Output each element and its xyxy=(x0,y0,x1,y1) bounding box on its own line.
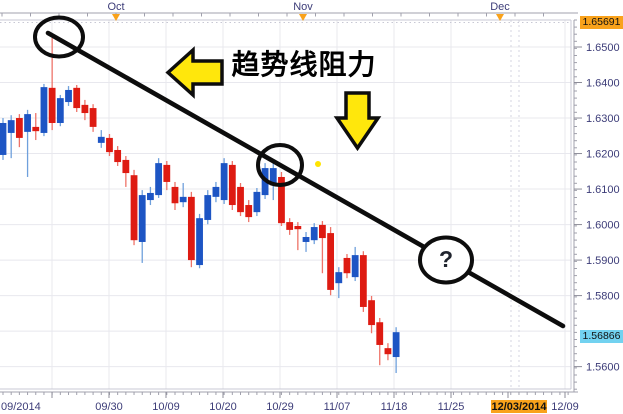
candle-body-up xyxy=(24,114,31,132)
candle-body-up xyxy=(40,87,48,133)
price-tag-high: 1.65691 xyxy=(580,16,623,29)
candle-body-down xyxy=(286,222,294,230)
candle-body-down xyxy=(89,108,97,127)
candles xyxy=(0,38,400,374)
candle-body-down xyxy=(376,322,384,345)
candle-body-up xyxy=(212,186,220,197)
price-tag-low: 1.56866 xyxy=(580,330,623,343)
candle-body-up xyxy=(204,195,212,220)
trendline-resistance-label: 趋势线阻力 xyxy=(231,49,377,80)
candle-body-down xyxy=(106,137,113,153)
price-axis-label: 1.6000 xyxy=(586,220,620,232)
candle-body-up xyxy=(147,192,154,201)
price-axis-label: 1.6100 xyxy=(586,184,620,196)
date-tick-label: 11/07 xyxy=(324,401,351,413)
candle-body-down xyxy=(171,186,179,204)
price-axis-label: 1.5600 xyxy=(586,362,620,374)
date-tick-label: 09/2014 xyxy=(1,401,41,413)
candle-body-up xyxy=(0,122,7,155)
candle-body-down xyxy=(327,233,334,290)
top-axis: Oct Nov Dec xyxy=(0,1,578,21)
annotation-circle-3 xyxy=(418,235,474,285)
month-label-dec: Dec xyxy=(490,1,510,13)
month-label-oct: Oct xyxy=(107,1,124,13)
candle-body-down xyxy=(384,348,392,355)
date-tick-label: 12/03/2014 xyxy=(491,401,547,413)
date-tick-label: 10/29 xyxy=(266,401,294,413)
candle-body-up xyxy=(56,98,64,123)
candle-body-down xyxy=(343,257,351,274)
candle-body-up xyxy=(335,272,343,284)
candle-body-down xyxy=(81,104,89,114)
month-marker-triangle xyxy=(496,14,504,21)
date-tick-label: 10/20 xyxy=(209,401,237,413)
candle-body-down xyxy=(319,224,326,239)
price-axis-label: 1.5900 xyxy=(586,255,620,267)
candle-body-down xyxy=(122,159,130,174)
month-marker-triangle xyxy=(112,14,120,21)
left-arrow xyxy=(165,46,224,99)
question-mark-annotation: ? xyxy=(438,246,454,272)
candle-body-down xyxy=(163,164,171,182)
candle-body-up xyxy=(7,120,15,133)
price-axis-label: 1.6500 xyxy=(586,42,620,54)
month-label-nov: Nov xyxy=(293,1,313,13)
price-axis-label: 1.6200 xyxy=(586,149,620,161)
candle-body-up xyxy=(269,168,277,186)
annotation-circle-2 xyxy=(256,143,304,187)
candle-body-up xyxy=(179,196,187,203)
candle-body-down xyxy=(48,87,56,123)
candle-body-up xyxy=(351,255,359,278)
date-tick-label: 11/18 xyxy=(381,401,408,413)
date-tick-label: 10/09 xyxy=(152,401,180,413)
price-axis-label: 1.5800 xyxy=(586,291,620,303)
candle-body-down xyxy=(228,164,236,206)
annotation-circle-1 xyxy=(33,15,85,59)
candle-body-up xyxy=(392,332,400,358)
candle-body-up xyxy=(97,136,105,143)
trendline xyxy=(45,30,566,329)
candle-body-down xyxy=(294,225,302,230)
date-tick-label: 11/25 xyxy=(438,401,465,413)
candle-body-down xyxy=(368,300,375,326)
candle-body-down xyxy=(359,255,367,307)
candle-body-down xyxy=(73,87,81,109)
candle-body-up xyxy=(253,191,261,213)
date-tick-label: 09/30 xyxy=(95,401,123,413)
candle-body-down xyxy=(187,196,195,261)
candle-body-down xyxy=(114,149,122,163)
yellow-dot xyxy=(315,161,321,167)
candle-body-down xyxy=(15,118,23,138)
price-axis-label: 1.6400 xyxy=(586,78,620,90)
month-marker-triangle xyxy=(299,14,307,21)
candle-body-down xyxy=(245,205,253,218)
candle-body-down xyxy=(130,175,138,241)
price-axis-label: 1.6300 xyxy=(586,113,620,125)
candle-body-down xyxy=(237,186,244,213)
candle-body-up xyxy=(196,218,203,266)
candle-body-up xyxy=(138,195,146,242)
candle-body-up xyxy=(310,227,318,241)
candle-body-up xyxy=(220,163,228,201)
bottom-axis: 09/2014 09/30 10/09 10/20 10/29 11/07 11/18 11/… xyxy=(0,391,579,413)
candle-body-up xyxy=(155,163,163,196)
candle-body-down xyxy=(32,126,40,132)
date-tick-label: 12/09 xyxy=(551,401,579,413)
down-arrow xyxy=(333,91,382,152)
candle-body-up xyxy=(65,89,72,103)
candle-body-down xyxy=(278,176,285,224)
highlighted-date-bg xyxy=(491,400,547,413)
candle-body-up xyxy=(302,236,310,242)
right-axis: 1.6500 1.6400 1.6300 1.6200 1.6100 1.6000 1.59… xyxy=(573,19,620,392)
